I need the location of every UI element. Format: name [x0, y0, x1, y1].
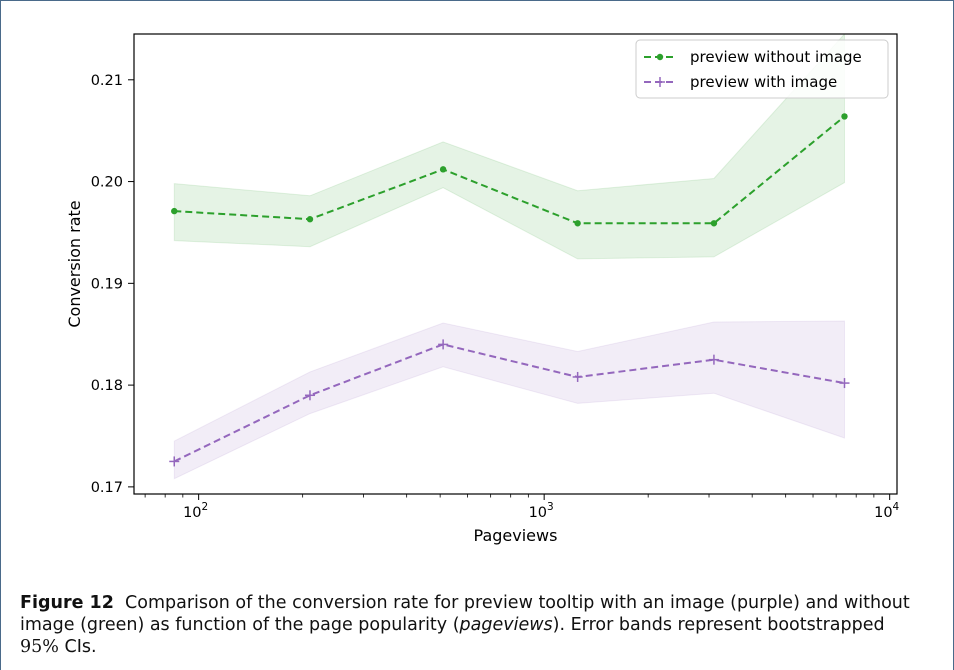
- caption-text-2: ). Error bands represent bootstrapped: [552, 615, 885, 635]
- y-tick-label: 0.18: [91, 378, 123, 394]
- x-tick-label: 102: [183, 501, 208, 521]
- plot-frame: [133, 33, 898, 495]
- ci-band-without-image: [173, 34, 845, 260]
- data-point-with-image: [572, 371, 583, 382]
- series-line-with-image: [173, 343, 845, 463]
- data-point-without-image: [439, 166, 447, 173]
- figure-caption: Figure 12 Comparison of the conversion r…: [20, 592, 920, 658]
- legend-marker: [656, 53, 664, 61]
- y-tick-label: 0.20: [91, 175, 123, 191]
- legend-label: preview without image: [690, 48, 862, 66]
- legend-item-with-image: preview with image: [644, 73, 837, 91]
- y-tick-label: 0.21: [91, 73, 123, 89]
- data-point-with-image: [438, 339, 449, 350]
- y-axis-label: Conversion rate: [65, 200, 84, 327]
- caption-math: 95%: [20, 637, 59, 657]
- data-point-without-image: [171, 207, 178, 215]
- y-tick-label: 0.19: [91, 276, 123, 292]
- data-point-with-image: [839, 378, 850, 389]
- data-point-without-image: [841, 113, 848, 120]
- frame-border-left: [0, 0, 1, 670]
- y-tick-label: 0.17: [91, 480, 123, 496]
- legend-label: preview with image: [690, 73, 837, 91]
- x-tick-label: 104: [874, 501, 899, 521]
- caption-text: Comparison of the conversion rate for pr…: [20, 593, 910, 635]
- data-point-with-image: [708, 354, 719, 365]
- plot-data-group: [169, 34, 850, 480]
- legend: preview without image preview with image: [635, 39, 889, 99]
- data-point-with-image: [304, 390, 315, 401]
- chart: 0.17 0.18 0.19 0.20 0.21 102 103 104 Pageviews Co…: [65, 33, 900, 545]
- frame-border-top: [0, 0, 954, 1]
- data-point-without-image: [306, 216, 314, 223]
- legend-box: [635, 39, 889, 99]
- data-point-with-image: [169, 456, 180, 467]
- ci-band-with-image: [173, 320, 845, 480]
- data-point-without-image: [710, 220, 718, 227]
- legend-item-without-image: preview without image: [644, 48, 862, 66]
- series-line-without-image: [174, 115, 846, 225]
- x-tick-label: 103: [529, 501, 554, 521]
- x-axis-label: Pageviews: [474, 526, 558, 545]
- caption-text-3: CIs.: [58, 637, 97, 657]
- caption-label: Figure 12: [20, 593, 114, 613]
- data-point-without-image: [574, 220, 581, 227]
- caption-italic: pageviews: [459, 615, 553, 635]
